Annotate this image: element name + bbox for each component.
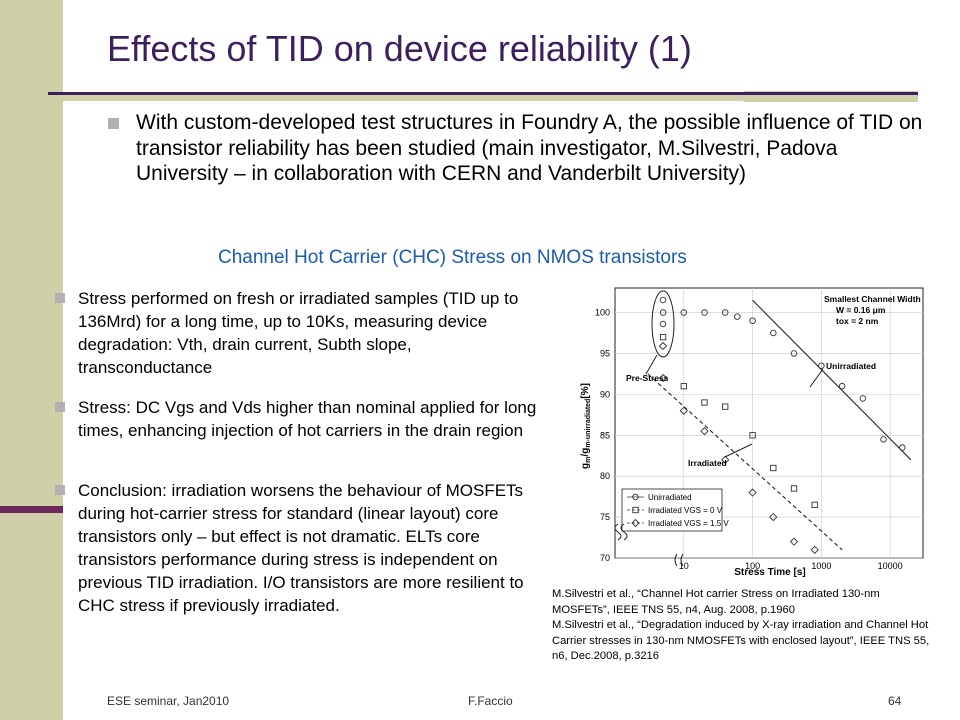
main-bullet-text: With custom-developed test structures in…	[136, 111, 923, 185]
section-subheading: Channel Hot Carrier (CHC) Stress on NMOS…	[218, 247, 687, 268]
y-tick-label: 80	[600, 471, 610, 481]
data-point	[701, 309, 708, 316]
data-point	[818, 362, 825, 369]
info-box-line: tox = 2 nm	[836, 316, 879, 326]
point-text: Stress performed on fresh or irradiated …	[78, 289, 519, 377]
unirradiated-pointer	[809, 368, 824, 388]
x-tick-label: 100	[745, 561, 760, 571]
citation-line: M.Silvestri et al., “Degradation induced…	[552, 619, 930, 662]
data-point	[790, 485, 798, 492]
y-tick-label: 100	[595, 308, 610, 318]
data-point	[899, 444, 906, 451]
data-point	[679, 406, 688, 415]
fit-line	[752, 299, 912, 461]
y-tick-label: 75	[600, 512, 610, 522]
x-axis-label: Stress Time [s]	[734, 567, 806, 578]
bullet-square-icon	[55, 485, 65, 495]
pre-stress-point	[659, 320, 667, 328]
data-point	[790, 350, 798, 357]
x-tick-label: 10000	[878, 561, 903, 571]
y-tick-label: 70	[600, 553, 610, 563]
data-point	[789, 537, 799, 546]
data-point	[734, 313, 741, 320]
data-point	[769, 512, 778, 522]
tick-labels: 70 75 80 85 90 95 100 10 100 1000 10000	[595, 308, 903, 571]
y-axis-label: gm /gm-unirradiated [%]	[580, 383, 592, 469]
unirradiated-annotation: Unirradiated	[826, 361, 876, 371]
title-rule-accent	[744, 91, 918, 102]
fit-line	[647, 373, 843, 551]
data-point	[659, 333, 667, 341]
title-rule-dark	[48, 92, 918, 95]
pre-stress-annotation: Pre-Stress	[626, 373, 669, 383]
data-points	[658, 296, 906, 554]
pre-stress-pointer	[645, 354, 658, 375]
citation-block: M.Silvestri et al., “Channel Hot carrier…	[552, 587, 932, 665]
y-tick-label: 85	[600, 430, 610, 440]
data-point	[721, 309, 729, 316]
info-box-line: Smallest Channel Width	[824, 294, 921, 304]
data-point	[770, 464, 777, 472]
fit-lines	[647, 299, 912, 551]
legend-entry: Unirradiated	[648, 493, 692, 502]
slide-title: Effects of TID on device reliability (1)	[107, 28, 692, 69]
bullet-square-icon	[55, 402, 65, 412]
x-tick-label: 10	[679, 561, 689, 571]
bullet-square-icon	[108, 118, 119, 129]
data-point	[838, 382, 846, 390]
sidebar-band	[0, 0, 63, 720]
legend-marker	[632, 493, 639, 501]
legend	[627, 493, 644, 528]
legend-entry: Irradiated VGS = 1.5 V	[648, 519, 729, 528]
irradiated-annotation: Irradiated	[688, 458, 727, 468]
pre-stress-ellipse	[651, 290, 675, 358]
point-text: Conclusion: irradiation worsens the beha…	[78, 481, 524, 615]
page-number: 64	[888, 694, 902, 708]
axis-break-icon	[674, 553, 684, 567]
data-point	[810, 545, 819, 554]
footer-left: ESE seminar, Jan2010	[107, 694, 230, 708]
data-point	[680, 383, 687, 390]
data-point	[859, 395, 867, 402]
data-point	[680, 309, 688, 316]
irradiated-pointer	[724, 443, 753, 458]
data-point	[700, 427, 709, 436]
data-point	[748, 488, 757, 497]
data-point	[770, 329, 777, 337]
stress-chart: 70 75 80 85 90 95 100 10 100 1000 10000 gm /gm-uni…	[560, 278, 933, 581]
sidebar-accent-mark	[0, 506, 63, 513]
pre-stress-point	[659, 296, 667, 304]
chart-svg: 70 75 80 85 90 95 100 10 100 1000 10000 gm /gm-uni…	[580, 287, 924, 578]
info-box-line: W = 0.16 μm	[836, 305, 886, 315]
legend-entry: Irradiated VGS = 0 V	[648, 506, 723, 515]
bullet-square-icon	[55, 293, 65, 303]
data-point	[721, 455, 730, 464]
data-point	[811, 501, 818, 508]
data-point	[749, 432, 756, 439]
data-point	[659, 309, 667, 316]
x-tick-label: 1000	[811, 561, 831, 571]
title-rule-light	[48, 95, 918, 101]
pre-stress-point	[658, 341, 668, 351]
citation-line: M.Silvestri et al., “Channel Hot carrier…	[552, 588, 880, 616]
legend-marker	[632, 506, 639, 514]
y-tick-label: 90	[600, 389, 610, 399]
data-point	[749, 317, 756, 324]
legend-marker	[631, 518, 640, 528]
data-point	[722, 403, 729, 410]
data-point	[701, 399, 708, 406]
axis-break-icon	[614, 523, 628, 541]
point-text: Stress: DC Vgs and Vds higher than nomin…	[78, 398, 537, 440]
data-point	[880, 436, 887, 443]
data-point	[658, 373, 668, 383]
y-tick-label: 95	[600, 348, 610, 358]
footer-author: F.Faccio	[468, 694, 513, 708]
